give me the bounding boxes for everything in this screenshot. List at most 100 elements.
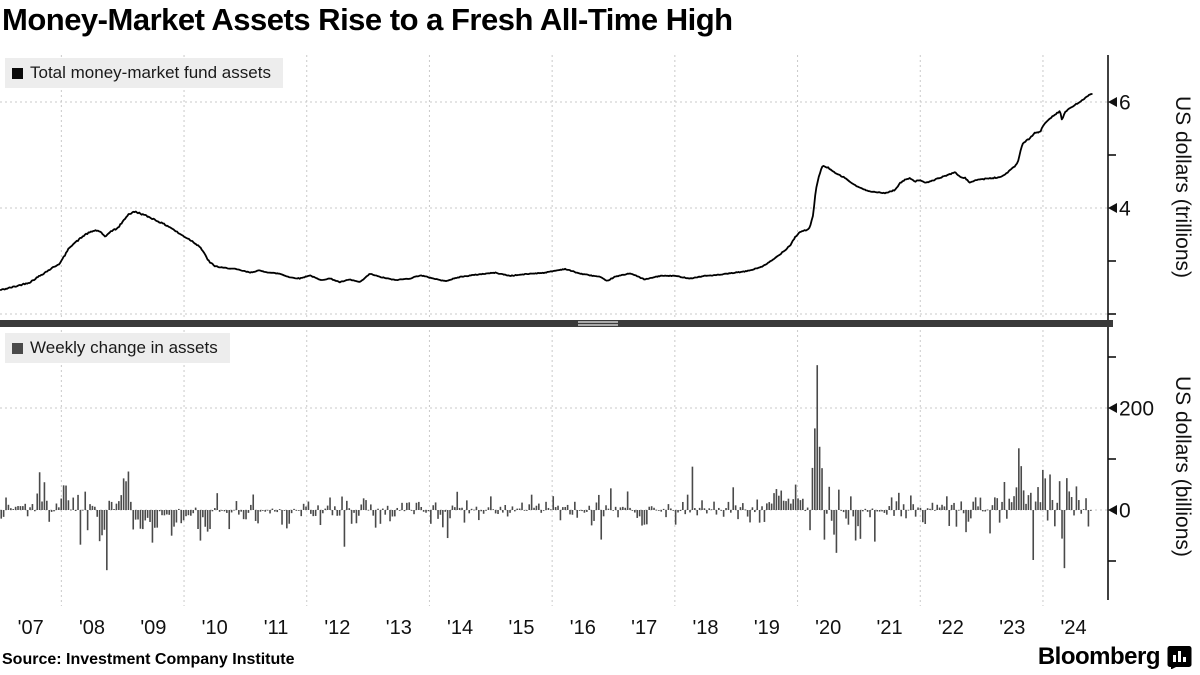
bar bbox=[1061, 510, 1063, 539]
bar bbox=[384, 510, 387, 515]
bar bbox=[1013, 496, 1015, 510]
bar bbox=[838, 489, 840, 510]
bar bbox=[60, 498, 63, 510]
x-tick-label: '18 bbox=[692, 617, 719, 639]
bar bbox=[310, 510, 312, 514]
x-tick-label: '19 bbox=[753, 617, 780, 639]
bar bbox=[420, 506, 423, 510]
x-tick-label: '08 bbox=[78, 617, 106, 639]
x-tick-label: '13 bbox=[385, 617, 412, 639]
bar bbox=[610, 488, 612, 510]
bar bbox=[254, 510, 257, 521]
bar bbox=[79, 510, 82, 545]
bar bbox=[252, 494, 255, 510]
bar bbox=[1025, 503, 1027, 510]
bar bbox=[943, 506, 946, 510]
bar bbox=[24, 503, 27, 510]
bar bbox=[593, 510, 595, 521]
bar bbox=[972, 501, 975, 510]
bar bbox=[374, 510, 377, 528]
bar bbox=[595, 502, 598, 510]
bar bbox=[29, 507, 31, 510]
bar bbox=[600, 510, 603, 540]
bar bbox=[504, 505, 507, 510]
bar bbox=[182, 510, 185, 521]
bar bbox=[72, 497, 75, 510]
bar bbox=[689, 510, 691, 513]
bar bbox=[442, 510, 444, 528]
bar bbox=[782, 500, 785, 510]
bar bbox=[226, 510, 228, 513]
bar bbox=[96, 510, 99, 517]
bar bbox=[756, 499, 759, 510]
bar bbox=[1085, 498, 1087, 510]
brand-mark: Bloomberg bbox=[1038, 643, 1192, 671]
bar bbox=[770, 503, 773, 510]
bar bbox=[950, 504, 953, 510]
bar bbox=[319, 510, 322, 526]
source-attribution: Source: Investment Company Institute bbox=[2, 651, 295, 668]
bar bbox=[1010, 502, 1013, 510]
bar bbox=[132, 510, 135, 530]
bar bbox=[626, 491, 629, 510]
divider-drag-handle-icon[interactable] bbox=[578, 321, 618, 326]
line-series-swatch-icon bbox=[12, 67, 23, 79]
bar bbox=[542, 510, 545, 511]
bar bbox=[470, 508, 473, 510]
bar bbox=[811, 467, 814, 510]
bar bbox=[14, 506, 17, 510]
bar bbox=[290, 510, 293, 514]
bar bbox=[194, 507, 197, 510]
bar bbox=[797, 498, 799, 510]
bar bbox=[398, 510, 401, 511]
bar bbox=[847, 510, 850, 525]
bar bbox=[967, 510, 970, 522]
panel-divider[interactable] bbox=[0, 319, 1113, 327]
bar bbox=[566, 504, 569, 510]
bar bbox=[324, 508, 327, 510]
bar bbox=[1006, 510, 1008, 519]
bar bbox=[7, 504, 10, 510]
bar bbox=[1015, 487, 1018, 510]
bar bbox=[977, 506, 979, 510]
bar bbox=[926, 508, 929, 510]
x-tick-label: '14 bbox=[447, 617, 474, 639]
bar bbox=[830, 510, 833, 521]
bar bbox=[1075, 486, 1078, 510]
bar bbox=[948, 510, 951, 526]
bar bbox=[370, 504, 372, 510]
bar bbox=[197, 510, 199, 529]
bar bbox=[734, 505, 737, 510]
bar bbox=[691, 466, 694, 510]
bar bbox=[98, 510, 101, 542]
bar bbox=[451, 505, 454, 510]
bar bbox=[41, 501, 43, 510]
bar bbox=[362, 498, 365, 510]
bar bbox=[432, 505, 435, 510]
bar bbox=[209, 510, 211, 529]
bar bbox=[557, 505, 559, 510]
bar bbox=[994, 497, 996, 510]
bar bbox=[850, 496, 852, 510]
bar bbox=[809, 510, 811, 531]
bar bbox=[725, 508, 727, 510]
bar bbox=[120, 495, 123, 510]
bar bbox=[389, 510, 391, 522]
bar bbox=[665, 510, 667, 518]
bar bbox=[533, 507, 535, 510]
bar bbox=[170, 510, 173, 536]
bar bbox=[1063, 510, 1066, 569]
bar bbox=[322, 510, 324, 514]
bar bbox=[1032, 510, 1035, 560]
bar bbox=[312, 510, 315, 517]
bar bbox=[979, 497, 982, 510]
bar bbox=[708, 508, 711, 510]
bar bbox=[77, 494, 79, 510]
bar bbox=[619, 507, 622, 510]
bar bbox=[250, 504, 252, 510]
bar bbox=[883, 510, 886, 513]
bar bbox=[631, 510, 634, 511]
bar bbox=[1034, 501, 1037, 510]
bar bbox=[1018, 448, 1020, 510]
